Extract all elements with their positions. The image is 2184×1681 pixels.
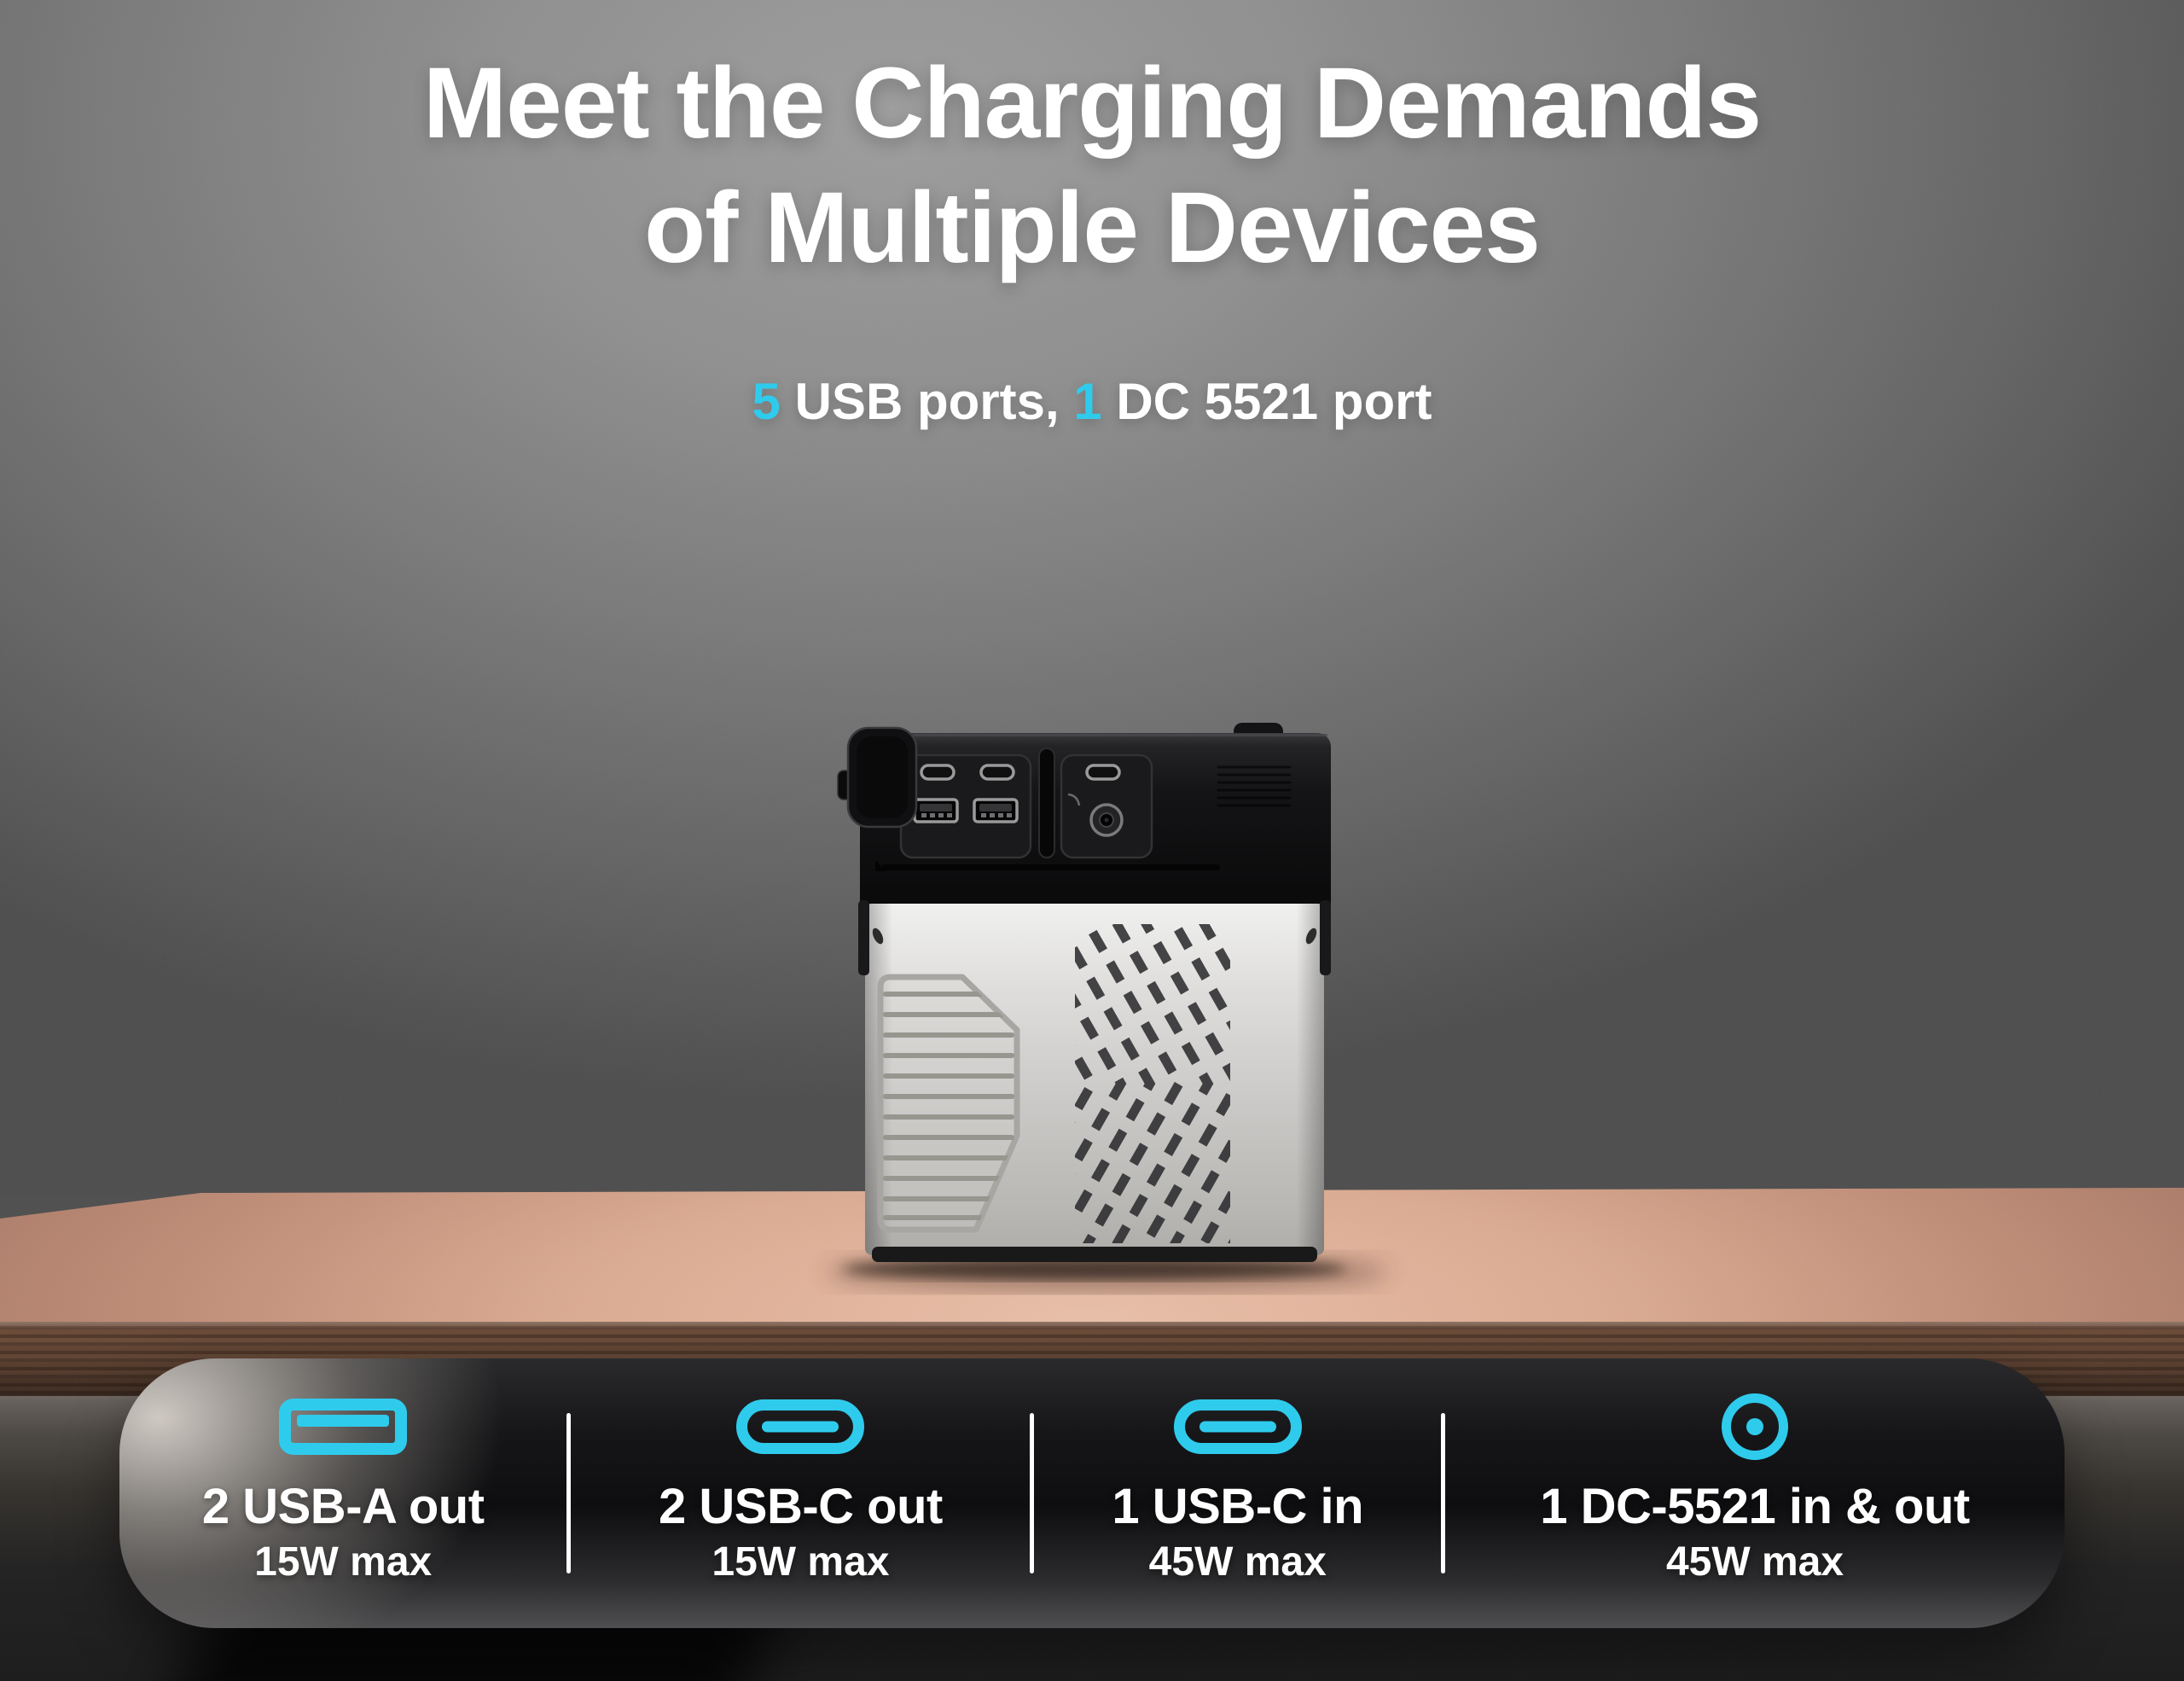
usb-port-count: 5 (752, 373, 781, 430)
spec-label: 2 USB-C out (659, 1479, 943, 1534)
spec-usb-c-out: 2 USB-C out 15W max (571, 1358, 1030, 1628)
spec-power: 15W max (712, 1539, 890, 1585)
divider (1030, 1413, 1035, 1573)
spec-power: 15W max (254, 1539, 433, 1585)
usb-c-icon (1173, 1399, 1302, 1454)
title-line-2: of Multiple Devices (644, 172, 1541, 285)
usb-port-text: USB ports, (780, 373, 1074, 430)
dc-port-text: DC 5521 port (1101, 373, 1432, 430)
title-line-1: Meet the Charging Demands (422, 47, 1762, 160)
spec-label: 1 USB-C in (1112, 1479, 1364, 1534)
page-title: Meet the Charging Demands of Multiple De… (0, 41, 2184, 291)
spec-dc-5521: 1 DC-5521 in & out 45W max (1445, 1358, 2065, 1628)
divider (566, 1413, 572, 1573)
spec-power: 45W max (1665, 1539, 1844, 1585)
spec-usb-c-in: 1 USB-C in 45W max (1034, 1358, 1441, 1628)
usb-c-icon (736, 1399, 865, 1454)
usb-a-icon (279, 1399, 408, 1455)
subtitle: 5 USB ports, 1 DC 5521 port (0, 372, 2184, 431)
spec-label: 2 USB-A out (201, 1479, 485, 1534)
power-station-product-image (826, 723, 1389, 1291)
spec-label: 1 DC-5521 in & out (1540, 1479, 1970, 1534)
dc-port-count: 1 (1073, 373, 1102, 430)
dc-5521-icon (1721, 1393, 1788, 1460)
divider (1440, 1413, 1445, 1573)
spec-usb-a-out: 2 USB-A out 15W max (119, 1358, 566, 1628)
spec-power: 45W max (1148, 1539, 1327, 1585)
port-specs-bar: 2 USB-A out 15W max 2 USB-C out 15W max … (119, 1358, 2065, 1628)
